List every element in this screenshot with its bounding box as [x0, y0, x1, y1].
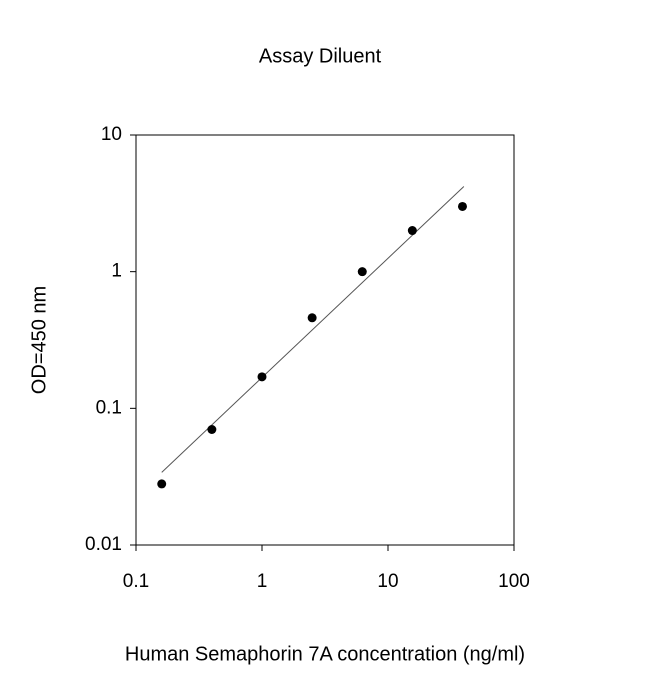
x-tick-label: 100 — [498, 571, 530, 592]
x-tick-label: 1 — [257, 571, 268, 592]
data-point — [407, 226, 417, 236]
data-point — [457, 201, 467, 211]
data-point — [207, 425, 217, 435]
data-point — [157, 479, 167, 489]
x-tick-label: 0.1 — [123, 571, 149, 592]
data-point — [357, 267, 367, 277]
y-tick-label: 0.01 — [85, 534, 122, 555]
plot-frame — [135, 134, 515, 546]
y-tick-label: 1 — [111, 261, 122, 282]
data-point — [307, 313, 317, 323]
fit-line — [161, 186, 465, 473]
x-tick-label: 10 — [377, 571, 398, 592]
data-point — [257, 372, 267, 382]
x-axis-label: Human Semaphorin 7A concentration (ng/ml… — [125, 643, 525, 665]
y-tick-label: 10 — [101, 124, 122, 145]
chart-title: Assay Diluent — [259, 45, 382, 67]
y-tick-label: 0.1 — [96, 397, 122, 418]
y-axis-label: OD=450 nm — [28, 286, 50, 394]
